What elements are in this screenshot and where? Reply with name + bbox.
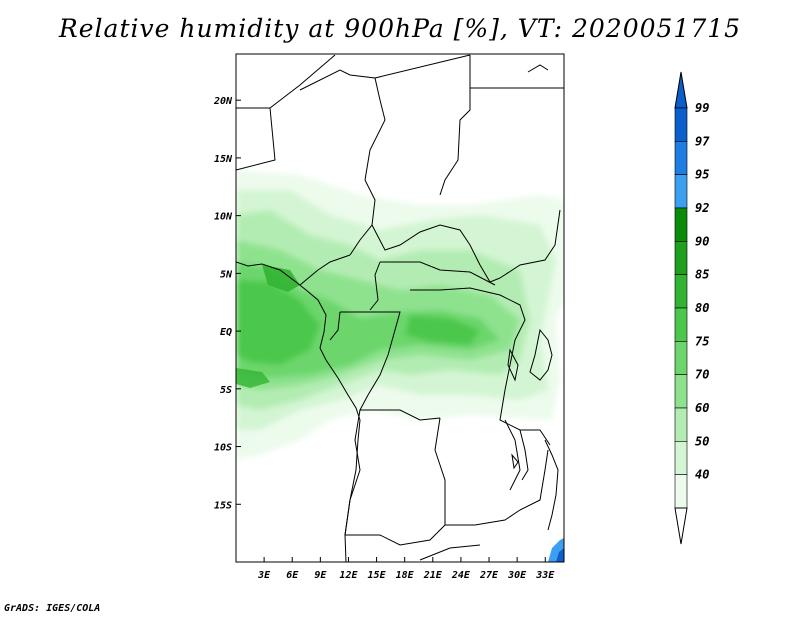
lon-tick-label: 3E xyxy=(257,570,271,581)
lat-tick-label: 15S xyxy=(214,500,232,511)
colorbar-label: 50 xyxy=(695,434,709,448)
lon-tick-label: 27E xyxy=(479,570,499,581)
lat-tick-label: 20N xyxy=(213,96,233,107)
colorbar-label: 80 xyxy=(695,301,709,315)
lat-tick-label: 5S xyxy=(220,385,232,396)
colorbar-label: 90 xyxy=(695,234,709,248)
colorbar-label: 92 xyxy=(695,201,709,215)
colorbar-label: 97 xyxy=(695,134,710,148)
lon-tick-label: 9E xyxy=(314,570,327,581)
colorbar-swatch xyxy=(674,141,688,175)
colorbar-swatch xyxy=(674,274,688,309)
lat-tick-label: 10S xyxy=(214,443,232,454)
rh-85-patch xyxy=(262,265,300,292)
colorbar-swatch xyxy=(674,441,688,475)
lon-tick-label: 30E xyxy=(507,570,527,581)
lat-tick-label: 5N xyxy=(220,269,233,280)
lon-tick-label: 18E xyxy=(396,570,415,581)
lat-tick-label: EQ xyxy=(220,327,232,338)
colorbar-swatch xyxy=(674,174,688,209)
colorbar-swatch xyxy=(674,307,688,342)
lon-tick-label: 21E xyxy=(423,570,443,581)
rh-99-patch xyxy=(556,548,564,562)
coastlines xyxy=(236,64,559,562)
lat-tick-label: 10N xyxy=(214,212,233,223)
country-borders xyxy=(236,54,564,561)
grads-credit: GrADS: IGES/COLA xyxy=(4,603,101,614)
lat-tick-label: 15N xyxy=(214,154,233,165)
colorbar-upper-arrow xyxy=(674,71,688,109)
rh-85-patch-2 xyxy=(236,368,270,388)
colorbar: 99 97 95 92 90 85 80 75 70 60 50 40 xyxy=(674,71,710,545)
colorbar-swatch xyxy=(674,241,688,275)
map-title: Relative humidity at 900hPa [%], VT: 202… xyxy=(58,14,742,43)
lon-tick-label: 6E xyxy=(286,570,299,581)
lon-tick-label: 12E xyxy=(339,570,358,581)
colorbar-swatch xyxy=(674,341,688,375)
colorbar-swatch xyxy=(674,407,688,442)
colorbar-swatch xyxy=(674,207,688,242)
lon-tick-label: 33E xyxy=(535,570,555,581)
colorbar-label: 70 xyxy=(695,368,709,382)
colorbar-swatch xyxy=(674,107,688,142)
map-frame xyxy=(235,53,565,563)
colorbar-label: 40 xyxy=(695,468,709,482)
colorbar-swatch xyxy=(674,474,688,509)
colorbar-label: 99 xyxy=(695,101,709,115)
rh-80-region xyxy=(236,280,320,365)
colorbar-label: 60 xyxy=(695,401,709,415)
longitude-axis: 3E 6E 9E 12E 15E 18E 21E 24E 27E 30E 33E xyxy=(257,557,555,581)
humidity-field xyxy=(236,54,564,562)
lon-tick-label: 15E xyxy=(368,570,387,581)
rh-80-region-2 xyxy=(405,315,480,345)
colorbar-label: 95 xyxy=(695,168,709,182)
latitude-axis: 20N 15N 10N 5N EQ 5S 10S 15S xyxy=(213,96,241,511)
colorbar-label: 85 xyxy=(695,268,709,282)
lon-tick-label: 24E xyxy=(451,570,471,581)
colorbar-swatch xyxy=(674,374,688,409)
colorbar-label: 75 xyxy=(695,334,709,348)
colorbar-lower-arrow xyxy=(674,507,688,545)
